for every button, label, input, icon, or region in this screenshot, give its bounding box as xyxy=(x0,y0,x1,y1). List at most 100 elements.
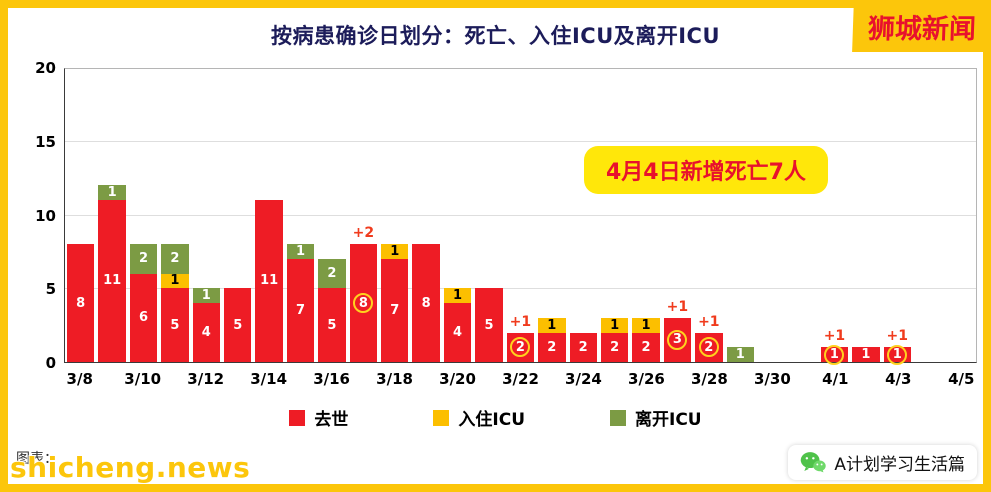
segment-icu_out: 1 xyxy=(286,244,315,259)
value-label: 8 xyxy=(421,295,431,311)
added-deaths-label: +2 xyxy=(352,225,375,241)
x-axis-tick: 3/8 xyxy=(66,370,93,388)
legend-swatch xyxy=(610,409,626,426)
x-axis-tick: 3/24 xyxy=(565,370,602,388)
legend-item-icu_out: 离开ICU xyxy=(610,405,702,430)
value-label: 7 xyxy=(390,302,400,318)
value-label: 2 xyxy=(327,266,337,281)
y-axis-tick: 0 xyxy=(45,354,56,372)
added-deaths-label: +1 xyxy=(666,298,689,315)
value-label: 5 xyxy=(233,317,243,333)
x-axis-tick: 3/22 xyxy=(502,370,539,388)
segment-deaths: 2 xyxy=(538,332,566,362)
added-deaths-label: +1 xyxy=(823,328,846,345)
x-axis-tick: 3/12 xyxy=(187,370,225,388)
bar-4/2: 1 xyxy=(850,347,881,362)
value-label: 1 xyxy=(170,273,180,289)
legend-swatch xyxy=(433,409,450,426)
bar-3/28: 2 +1 xyxy=(693,314,724,362)
segment-icu_out: 2 xyxy=(129,244,158,274)
value-label: 2 xyxy=(578,339,588,355)
gridline xyxy=(65,287,976,289)
segment-icu_out: 1 xyxy=(726,347,754,363)
segment-icu_in: 1 xyxy=(161,273,189,289)
segment-deaths: 6 xyxy=(129,273,158,362)
legend: 去世 入住ICU 离开ICU xyxy=(8,405,983,430)
value-label: 2 xyxy=(698,337,719,358)
segment-icu_in: 1 xyxy=(632,317,660,333)
x-axis-tick: 3/18 xyxy=(376,370,413,388)
account-name: A计划学习生活篇 xyxy=(834,455,965,475)
value-label: 5 xyxy=(327,317,337,333)
value-label: 2 xyxy=(641,339,651,355)
value-label: 1 xyxy=(610,317,620,333)
value-label: 1 xyxy=(107,184,117,200)
value-label: 2 xyxy=(610,339,620,355)
bar-3/11: 5 1 2 xyxy=(159,244,190,362)
x-axis-tick: 3/10 xyxy=(124,370,162,388)
value-label: 2 xyxy=(510,337,531,358)
value-label: 3 xyxy=(667,329,688,350)
segment-deaths: 5 xyxy=(475,288,503,362)
gridline xyxy=(65,141,976,143)
legend-item-icu_in: 入住ICU xyxy=(433,405,525,430)
added-deaths-label: +1 xyxy=(886,328,908,345)
segment-deaths: 1 xyxy=(883,344,911,365)
value-label: 2 xyxy=(138,251,149,267)
bar-3/19: 8 xyxy=(410,244,441,362)
bar-3/14: 11 xyxy=(253,199,284,362)
segment-deaths: 8 xyxy=(412,244,440,362)
segment-deaths: 5 xyxy=(161,288,189,362)
segment-icu_out: 2 xyxy=(318,258,346,289)
legend-label: 去世 xyxy=(314,410,349,430)
deaths-annotation: 4月4日新增死亡7人 xyxy=(584,146,828,194)
value-label: 1 xyxy=(735,347,745,363)
bar-3/9: 11 1 xyxy=(96,185,127,362)
segment-deaths: 3 xyxy=(663,317,692,362)
value-label: 1 xyxy=(390,243,400,259)
segment-icu_in: 1 xyxy=(600,317,629,333)
bar-3/8: 8 xyxy=(65,244,96,362)
segment-deaths: 2 xyxy=(600,332,629,362)
segment-deaths: 2 xyxy=(632,332,660,362)
y-axis-tick: 5 xyxy=(45,280,56,299)
site-logo: 狮城新闻 xyxy=(852,8,983,52)
x-axis-tick: 3/28 xyxy=(690,370,728,388)
legend-label: 入住ICU xyxy=(458,410,525,430)
value-label: 1 xyxy=(201,288,211,304)
value-label: 5 xyxy=(484,317,494,333)
x-axis-tick: 4/3 xyxy=(885,370,912,388)
value-label: 4 xyxy=(453,325,463,340)
segment-deaths: 4 xyxy=(443,303,472,362)
segment-icu_in: 1 xyxy=(381,243,409,259)
value-label: 2 xyxy=(170,251,180,267)
x-axis-tick: 3/20 xyxy=(439,370,476,388)
segment-icu_in: 1 xyxy=(443,288,472,303)
gridline xyxy=(65,214,976,216)
value-label: 11 xyxy=(103,273,122,289)
x-axis-tick: 3/14 xyxy=(250,370,288,388)
legend-label: 离开ICU xyxy=(635,410,702,430)
segment-icu_out: 2 xyxy=(161,244,189,274)
y-axis-tick: 20 xyxy=(35,59,56,77)
bar-3/24: 2 xyxy=(568,332,599,362)
x-axis: 3/8 3/10 3/12 3/14 3/16 3/18 3/20 3/22 3/24 3/26 3… xyxy=(64,370,977,390)
segment-icu_out: 1 xyxy=(98,184,126,200)
segment-icu_in: 1 xyxy=(538,317,566,333)
chart-credit: 图表： xyxy=(16,451,58,467)
value-label: 1 xyxy=(861,347,871,363)
legend-item-deaths: 去世 xyxy=(289,405,348,430)
value-label: 1 xyxy=(641,317,651,333)
bar-4/3: 1 +1 xyxy=(882,328,913,365)
x-axis-tick: 3/26 xyxy=(628,370,665,388)
bar-3/13: 5 xyxy=(222,288,253,362)
segment-deaths: 11 xyxy=(98,199,126,362)
segment-deaths: 2 xyxy=(506,332,535,362)
